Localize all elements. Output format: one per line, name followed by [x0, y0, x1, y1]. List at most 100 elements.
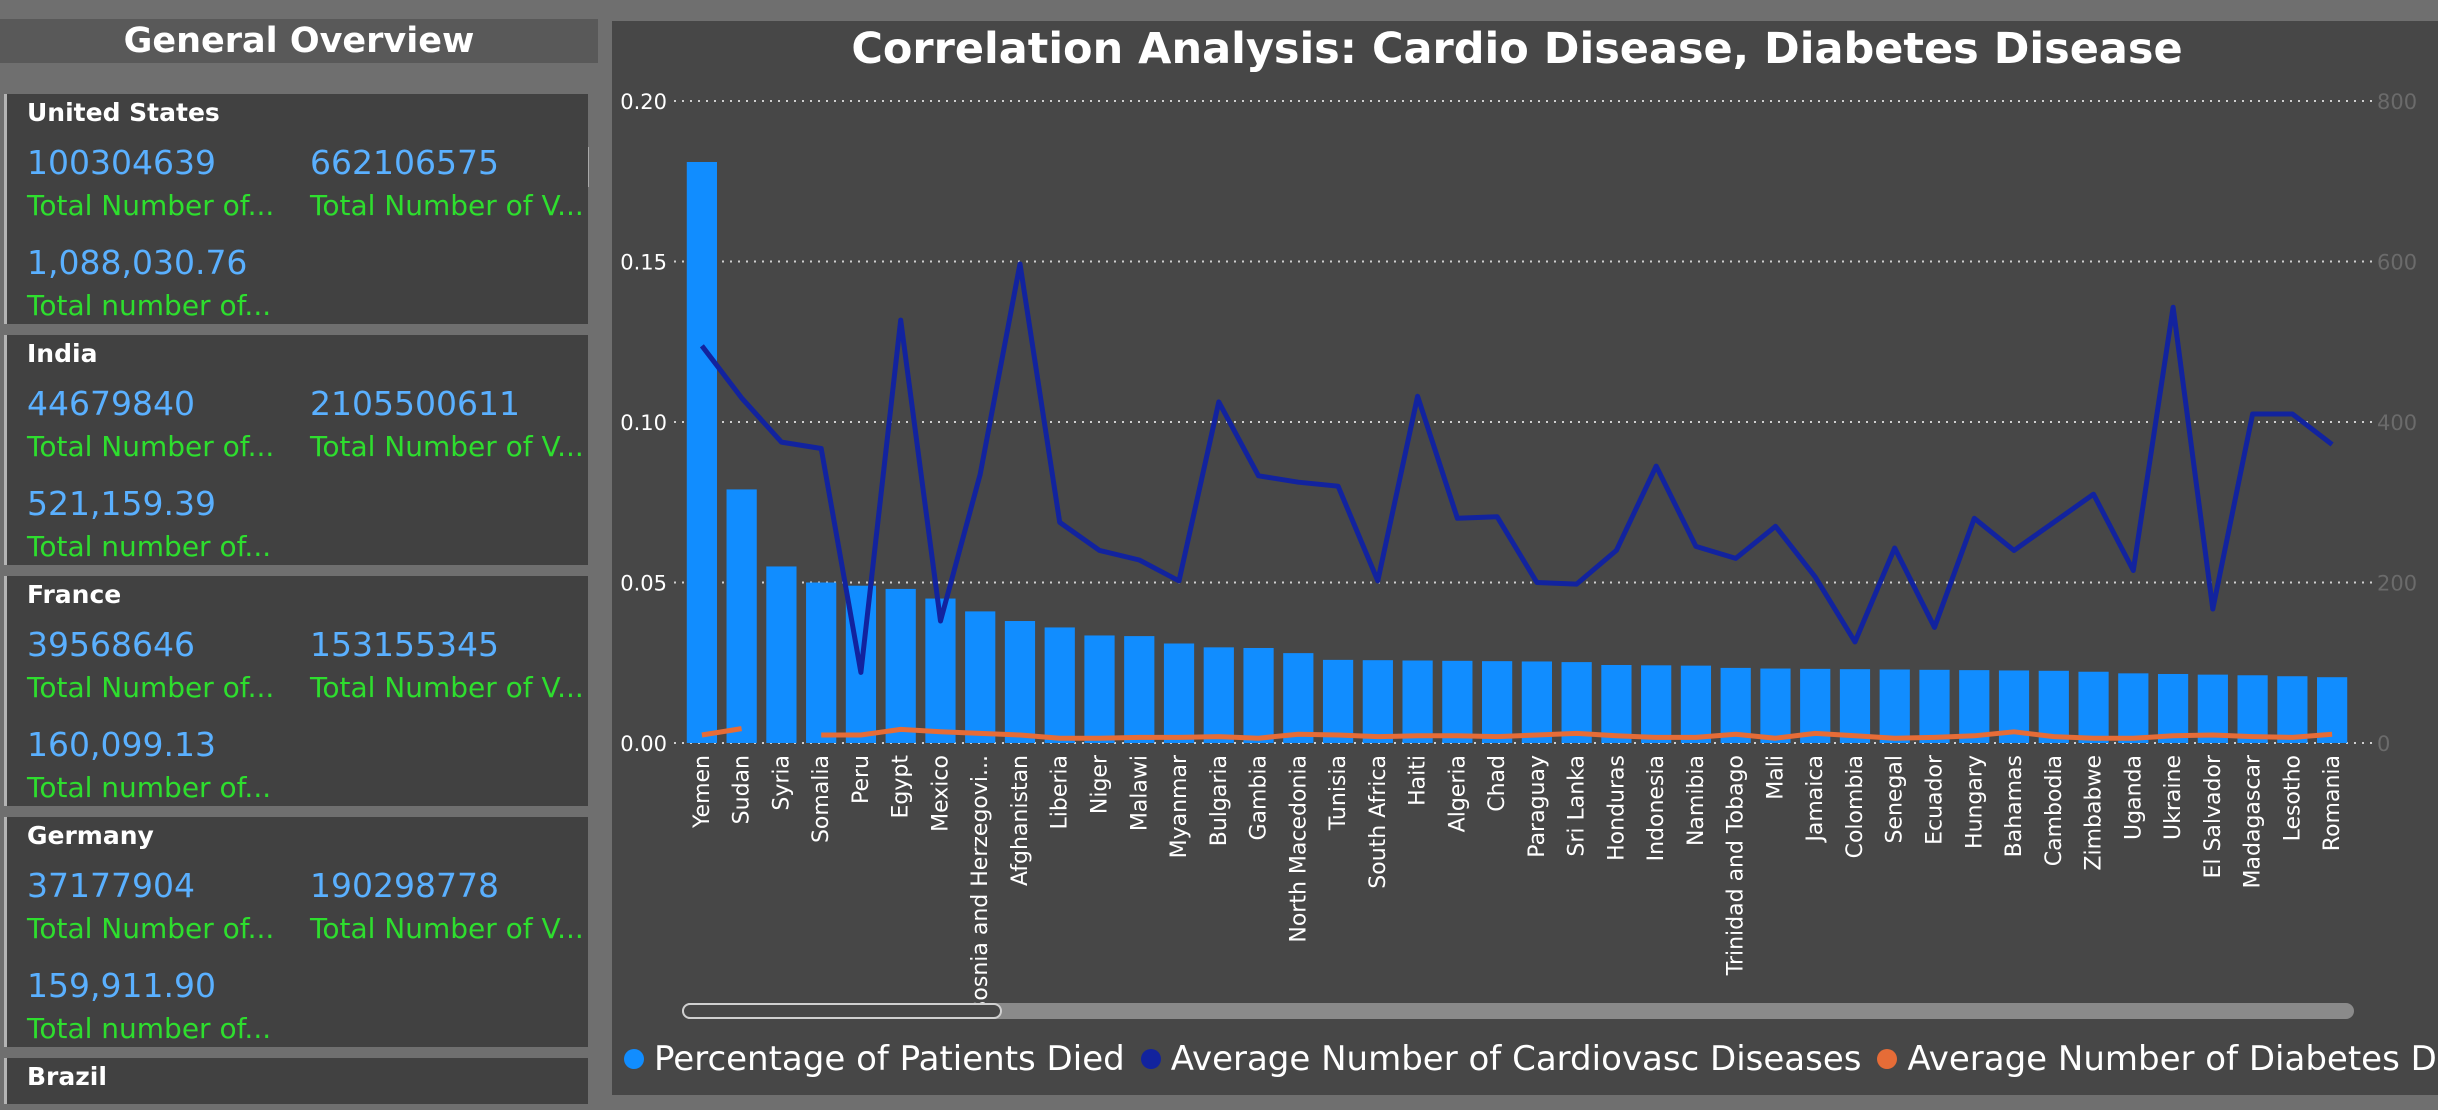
bar	[2237, 675, 2268, 743]
legend-item-cardio[interactable]: Average Number of Cardiovasc Diseases	[1140, 1039, 1862, 1079]
bar	[2317, 677, 2348, 743]
combo-chart[interactable]: 0.00 0.05 0.10 0.15 0.20 0 200 400 600 800 Yemen Su…	[612, 21, 2438, 1031]
metric-label-c: Total number of...	[27, 771, 272, 804]
bar	[1442, 660, 1473, 743]
metric-value-a: 37177904	[27, 866, 195, 905]
bar	[1203, 647, 1234, 743]
country-card-list[interactable]: United States 100304639 Total Number of.…	[0, 72, 600, 1110]
metric-value-c: 160,099.13	[27, 725, 216, 764]
x-tick-label: Niger	[1088, 754, 1113, 814]
x-tick-label: Namibia	[1684, 755, 1709, 846]
bar	[1959, 670, 1990, 743]
x-tick-label: North Macedonia	[1286, 755, 1311, 943]
chart-scroll-track[interactable]	[682, 1003, 2354, 1019]
bar	[1163, 643, 1195, 743]
series-line	[821, 726, 2333, 741]
series-line	[701, 726, 742, 738]
bar	[1044, 627, 1075, 743]
card-country-name: Brazil	[27, 1062, 107, 1091]
card-country-name: United States	[27, 98, 220, 127]
correlation-chart-panel: Correlation Analysis: Cardio Disease, Di…	[612, 21, 2438, 1095]
x-tick-label: Mexico	[928, 755, 953, 832]
legend-dot-icon	[1877, 1049, 1898, 1069]
chart-scroll-thumb[interactable]	[682, 1003, 1002, 1019]
chart-title: Correlation Analysis: Cardio Disease, Di…	[851, 24, 2183, 74]
x-tick-label: Ukraine	[2161, 755, 2186, 840]
x-tick-label: Sudan	[730, 755, 755, 824]
bar	[1561, 662, 1592, 743]
y-right-tick-label: 400	[2377, 411, 2417, 435]
bar	[2118, 673, 2149, 743]
x-tick-label: Indonesia	[1644, 755, 1669, 861]
metric-value-c: 521,159.39	[27, 484, 216, 523]
metric-label-b: Total Number of V...	[310, 430, 584, 463]
bar	[1124, 636, 1155, 743]
x-tick-label: Sri Lanka	[1565, 755, 1590, 857]
x-tick-label: Bosnia and Herzegovi...	[968, 755, 993, 1016]
metric-value-b: 2105500611	[310, 384, 520, 423]
y-right-tick-label: 600	[2377, 251, 2417, 275]
country-card-brazil[interactable]: Brazil	[4, 1058, 588, 1104]
legend-item-diabetes[interactable]: Average Number of Diabetes Diseas...	[1877, 1039, 2438, 1079]
x-tick-label: Cambodia	[2042, 755, 2067, 866]
x-tick-label: Liberia	[1048, 755, 1073, 830]
country-card-united-states[interactable]: United States 100304639 Total Number of.…	[4, 94, 588, 324]
x-tick-label: Hungary	[1962, 755, 1987, 849]
bar	[766, 566, 797, 743]
x-tick-label: Senegal	[1883, 755, 1908, 844]
country-card-germany[interactable]: Germany 37177904 Total Number of... 1902…	[4, 817, 588, 1047]
x-tick-label: Tunisia	[1326, 755, 1351, 831]
country-card-france[interactable]: France 39568646 Total Number of... 15315…	[4, 576, 588, 806]
bar	[1839, 669, 1871, 743]
x-tick-label: Trinidad and Tobago	[1724, 755, 1749, 976]
x-tick-label: Afghanistan	[1008, 755, 1033, 886]
bar	[1601, 664, 1632, 743]
card-country-name: India	[27, 339, 98, 368]
y-right-tick-label: 0	[2377, 732, 2390, 756]
legend-label: Average Number of Cardiovasc Diseases	[1170, 1039, 1862, 1079]
x-tick-label: Mali	[1763, 755, 1788, 800]
metric-label-b: Total Number of V...	[310, 671, 584, 704]
x-tick-label: Jamaica	[1803, 755, 1828, 844]
x-tick-label: Egypt	[889, 755, 914, 819]
legend-label: Percentage of Patients Died	[654, 1039, 1125, 1079]
x-tick-label: Malawi	[1127, 755, 1152, 831]
bar	[1919, 669, 1950, 743]
metric-label-a: Total Number of...	[27, 189, 275, 222]
bar	[1521, 661, 1552, 743]
metric-value-c: 159,911.90	[27, 966, 216, 1005]
bar	[965, 611, 996, 743]
bar	[2197, 674, 2228, 743]
x-tick-label: Chad	[1485, 755, 1510, 812]
series-line	[699, 261, 2334, 675]
card-country-name: Germany	[27, 821, 154, 850]
bar	[1084, 635, 1115, 743]
country-card-india[interactable]: India 44679840 Total Number of... 210550…	[4, 335, 588, 565]
bar	[2277, 676, 2308, 743]
x-tick-label: Bahamas	[2002, 755, 2027, 857]
x-tick-label: Romania	[2320, 755, 2345, 851]
x-tick-label: Colombia	[1843, 755, 1868, 858]
y-left-tick-label: 0.15	[620, 251, 667, 275]
x-tick-label: Peru	[849, 755, 874, 804]
legend-item-deaths[interactable]: Percentage of Patients Died	[624, 1039, 1125, 1079]
x-tick-label: Gambia	[1247, 755, 1272, 841]
metric-value-a: 39568646	[27, 625, 195, 664]
bar	[2078, 671, 2109, 743]
x-tick-label: El Salvador	[2201, 754, 2226, 878]
bar	[1004, 621, 1036, 743]
bar	[885, 588, 916, 743]
metric-value-b: 662106575	[310, 143, 499, 182]
metric-value-c: 1,088,030.76	[27, 243, 248, 282]
metric-label-c: Total number of...	[27, 530, 272, 563]
chart-legend: Percentage of Patients Died Average Numb…	[624, 1034, 2438, 1084]
metric-label-c: Total number of...	[27, 1012, 272, 1045]
metric-label-a: Total Number of...	[27, 912, 275, 945]
bar	[686, 161, 717, 744]
bar	[1362, 660, 1393, 743]
y-left-tick-label: 0.20	[620, 90, 667, 114]
metric-value-b: 190298778	[310, 866, 499, 905]
x-tick-label: Ecuador	[1923, 754, 1948, 845]
x-tick-label: Haiti	[1406, 755, 1431, 806]
metric-value-b: 153155345	[310, 625, 499, 664]
